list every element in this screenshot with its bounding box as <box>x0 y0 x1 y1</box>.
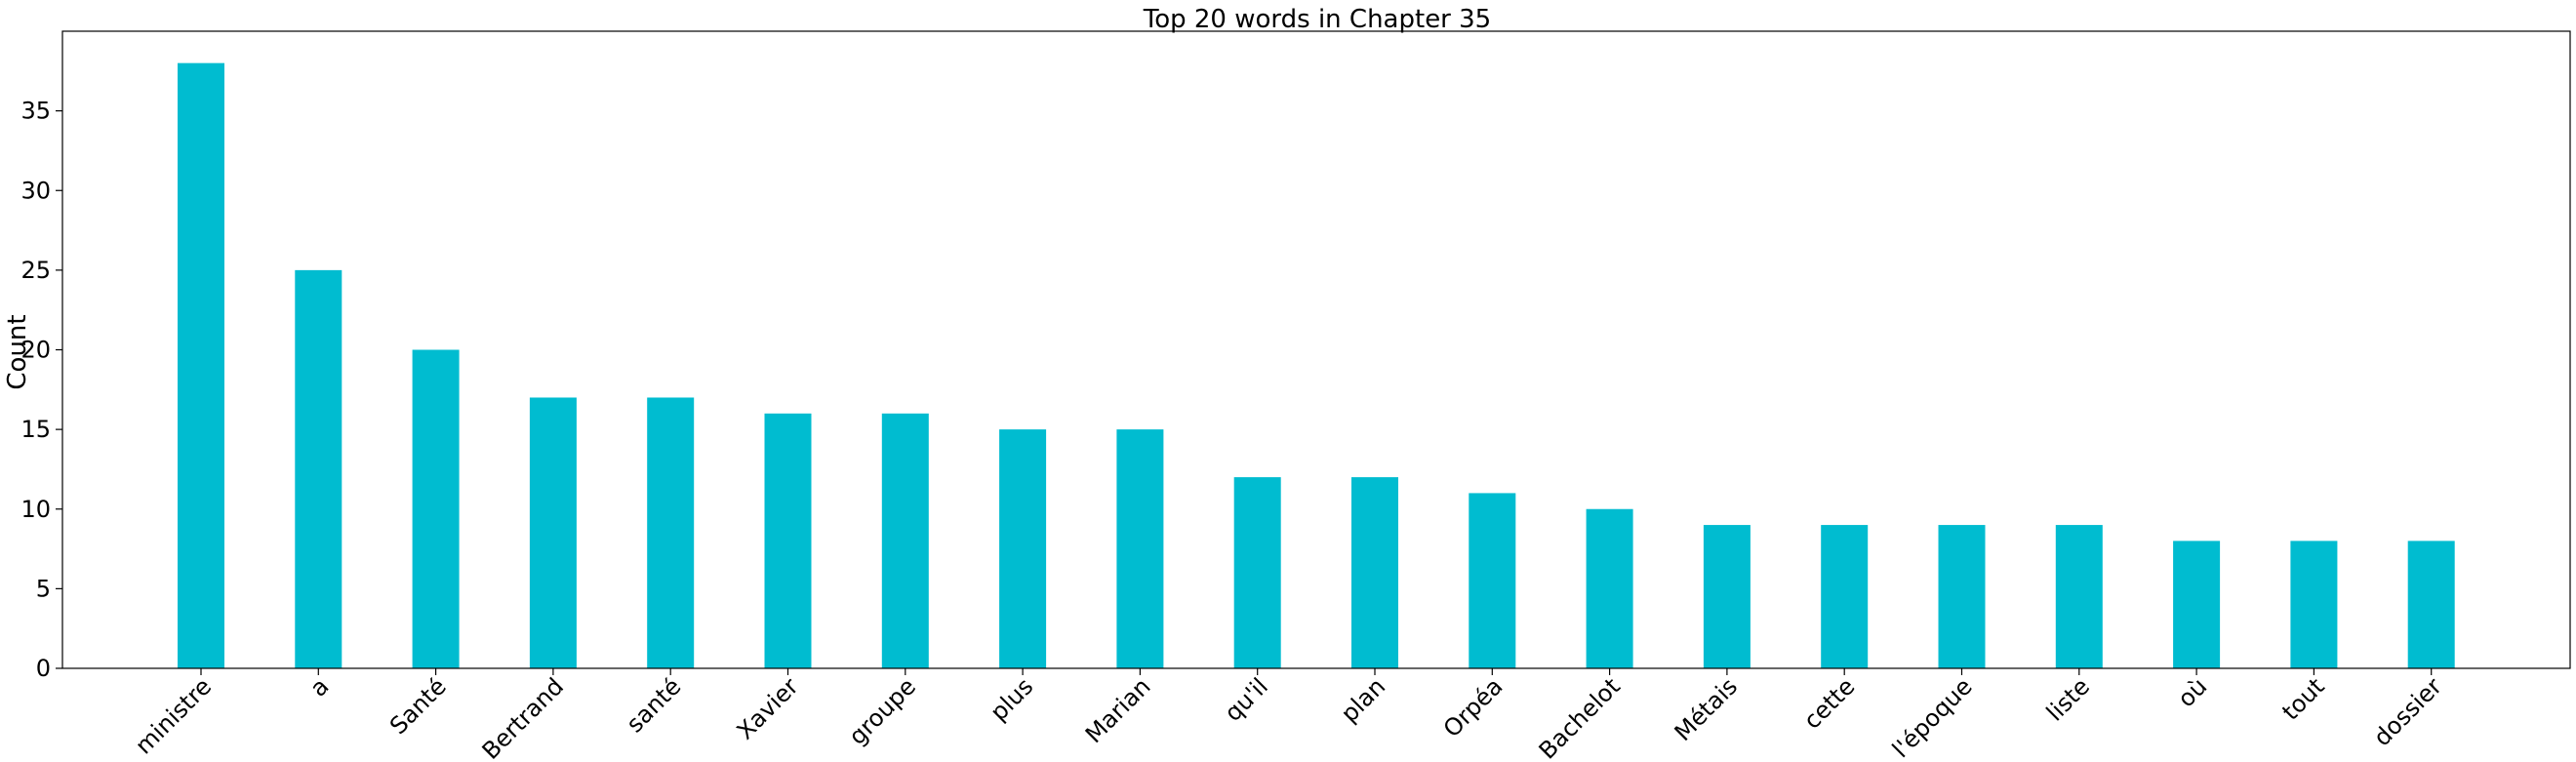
bar-16 <box>2055 525 2103 668</box>
x-ticks: ministre a Santé Bertrand santé Xavier groupe p… <box>130 668 2447 762</box>
x-tick-label: dossier <box>2368 672 2447 751</box>
bar-18 <box>2290 541 2338 668</box>
bar-1 <box>295 269 342 668</box>
bar-8 <box>1116 429 1164 668</box>
x-tick-label: Métais <box>1670 672 1743 745</box>
bar-4 <box>647 397 695 668</box>
x-tick-label: plan <box>1336 672 1390 727</box>
bar-2 <box>412 349 460 668</box>
x-tick-label: groupe <box>844 672 922 750</box>
x-tick-label: ministre <box>130 672 217 759</box>
bar-11 <box>1469 493 1516 668</box>
y-ticks: 0 5 10 15 20 25 30 35 <box>20 98 62 682</box>
bar-19 <box>2407 541 2455 668</box>
y-tick-label: 10 <box>20 496 51 523</box>
x-tick-label: Bertrand <box>477 672 569 762</box>
x-tick-label: Marian <box>1080 672 1156 748</box>
bar-0 <box>178 62 224 668</box>
x-tick-label: a <box>304 672 334 702</box>
x-tick-label: où <box>2172 672 2212 712</box>
y-axis-label: Count <box>3 314 32 389</box>
x-tick-label: Xavier <box>732 672 804 744</box>
x-tick-label: Bachelot <box>1534 672 1626 762</box>
plot-frame <box>61 30 2571 669</box>
y-tick-label: 30 <box>20 177 51 204</box>
y-tick-label: 15 <box>20 416 51 443</box>
bar-9 <box>1233 477 1281 668</box>
chart-title: Top 20 words in Chapter 35 <box>1143 5 1491 34</box>
x-tick-label: l'époque <box>1887 672 1978 762</box>
bar-7 <box>999 429 1047 668</box>
bar-17 <box>2173 541 2221 668</box>
x-tick-label: Orpéa <box>1438 672 1509 742</box>
x-tick-label: qu'il <box>1220 672 1273 726</box>
x-tick-label: tout <box>2276 672 2329 725</box>
bar-10 <box>1351 477 1398 668</box>
x-tick-label: Santé <box>384 672 452 740</box>
x-tick-label: plus <box>985 672 1038 726</box>
y-tick-label: 20 <box>20 337 51 364</box>
bars-group <box>178 62 2455 668</box>
bar-13 <box>1703 525 1751 668</box>
bar-5 <box>764 413 812 668</box>
x-tick-label: santé <box>622 672 687 738</box>
bar-6 <box>881 413 929 668</box>
bar-3 <box>529 397 577 668</box>
y-tick-label: 0 <box>36 655 51 682</box>
bar-15 <box>1938 525 1986 668</box>
y-tick-label: 35 <box>20 98 51 125</box>
x-tick-label: liste <box>2041 672 2095 726</box>
x-tick-label: cette <box>1798 672 1860 734</box>
y-tick-label: 5 <box>36 575 51 602</box>
bar-14 <box>1821 525 1869 668</box>
bar-12 <box>1586 508 1633 668</box>
y-tick-label: 25 <box>20 257 51 284</box>
